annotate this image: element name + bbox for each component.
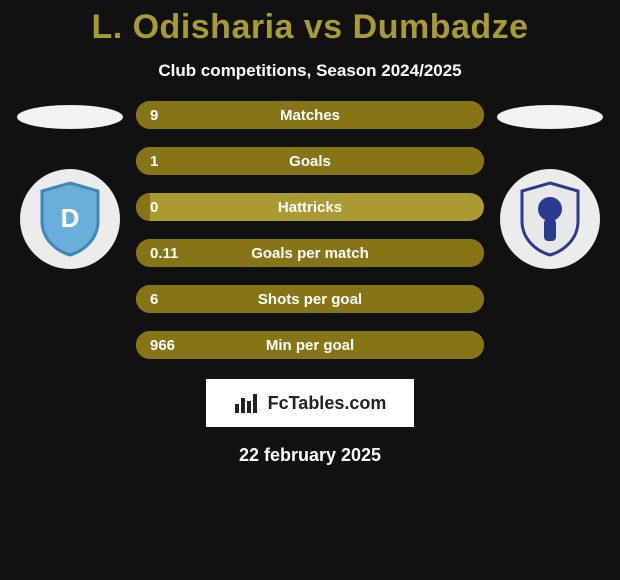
stat-label: Shots per goal bbox=[136, 291, 484, 308]
right-flag-icon bbox=[497, 105, 603, 129]
brand-footer[interactable]: FcTables.com bbox=[206, 379, 414, 427]
stat-label: Min per goal bbox=[136, 337, 484, 354]
page-title: L. Odisharia vs Dumbadze bbox=[0, 0, 620, 47]
stat-label: Hattricks bbox=[136, 199, 484, 216]
stat-label: Matches bbox=[136, 107, 484, 124]
shield-icon bbox=[518, 181, 582, 257]
stat-label: Goals per match bbox=[136, 245, 484, 262]
comparison-row: D 9Matches 1Goals 0Hattricks 0.11Goals per … bbox=[0, 101, 620, 359]
stat-bar: 1Goals bbox=[136, 147, 484, 175]
stat-bar: 0Hattricks bbox=[136, 193, 484, 221]
brand-text: FcTables.com bbox=[268, 393, 387, 414]
left-shield-letter: D bbox=[61, 203, 80, 233]
footer-date: 22 february 2025 bbox=[0, 445, 620, 466]
stat-bar: 966Min per goal bbox=[136, 331, 484, 359]
right-club-badge bbox=[500, 169, 600, 269]
stat-bar: 0.11Goals per match bbox=[136, 239, 484, 267]
stat-bar: 6Shots per goal bbox=[136, 285, 484, 313]
chart-icon bbox=[234, 392, 262, 414]
stat-bar: 9Matches bbox=[136, 101, 484, 129]
left-player-col: D bbox=[10, 101, 130, 269]
right-player-col bbox=[490, 101, 610, 269]
page-subtitle: Club competitions, Season 2024/2025 bbox=[0, 61, 620, 81]
stat-label: Goals bbox=[136, 153, 484, 170]
left-flag-icon bbox=[17, 105, 123, 129]
stat-bars: 9Matches 1Goals 0Hattricks 0.11Goals per ma… bbox=[130, 101, 490, 359]
shield-icon: D bbox=[38, 181, 102, 257]
left-club-badge: D bbox=[20, 169, 120, 269]
